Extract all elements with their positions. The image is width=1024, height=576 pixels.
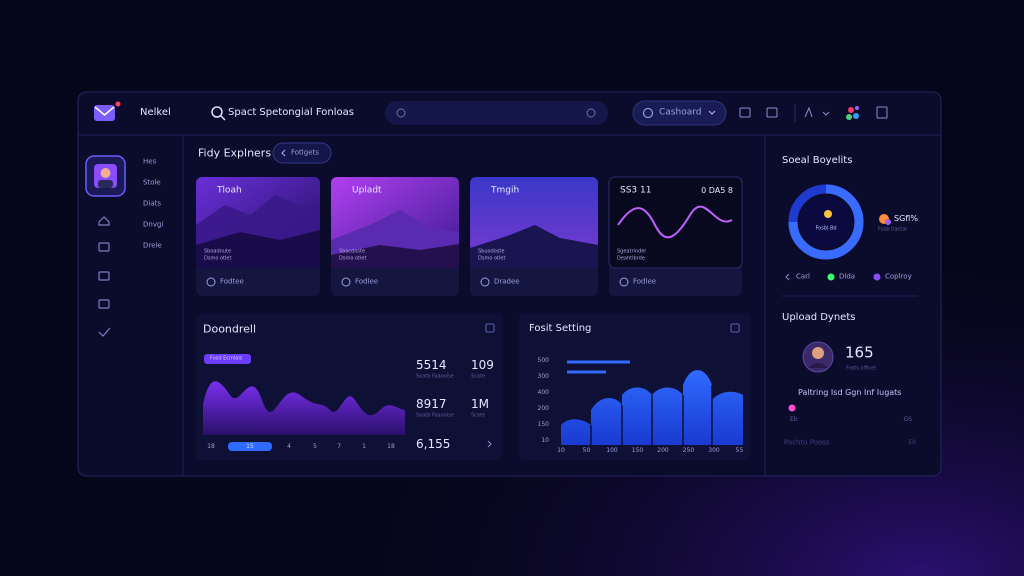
progress-label: Eb bbox=[790, 416, 798, 423]
x-label: 200 bbox=[657, 447, 669, 454]
footer: Eb bbox=[908, 439, 916, 446]
count-caption: Fosts officet bbox=[846, 365, 877, 372]
stat: 8917 bbox=[416, 397, 447, 411]
x-label: 1 bbox=[362, 443, 366, 450]
percent: SGfl% bbox=[894, 214, 918, 223]
stat-caption: Soatb Faaoolse bbox=[416, 412, 454, 419]
card-footer[interactable]: Dradee bbox=[494, 277, 520, 286]
x-label: 5 bbox=[313, 443, 317, 450]
stat: 5514 bbox=[416, 358, 447, 372]
card-caption: Sgeatrinder bbox=[617, 248, 647, 255]
panel-title: Doondrell bbox=[203, 322, 257, 336]
section-title: Fidy Explners bbox=[198, 146, 272, 160]
stat: 1M bbox=[471, 397, 489, 411]
footer: Pachto Pooss bbox=[784, 438, 830, 447]
x-label: 300 bbox=[708, 447, 720, 454]
card-footer[interactable]: Fodlee bbox=[633, 277, 657, 286]
card-title: SS3 11 bbox=[620, 185, 652, 196]
card-title: Tmgih bbox=[491, 185, 520, 196]
progress-label: Paltring Isd Ggn Inf Iugats bbox=[798, 388, 902, 397]
y-label: 400 bbox=[537, 389, 549, 396]
card-caption: Dsmo otlet bbox=[204, 255, 232, 262]
y-label: 300 bbox=[537, 373, 549, 380]
y-label: 10 bbox=[541, 437, 549, 444]
progress-label: GS bbox=[903, 416, 912, 423]
card-footer[interactable]: Fodlee bbox=[355, 277, 379, 286]
x-label: 18 bbox=[387, 443, 395, 450]
stat-caption: Scate bbox=[471, 412, 486, 419]
tab[interactable]: Fotlgets bbox=[291, 148, 319, 157]
percent-caption: Fosb tlactar bbox=[878, 226, 908, 233]
x-label: 7 bbox=[337, 443, 341, 450]
nav-item[interactable]: Diats bbox=[143, 199, 162, 208]
card-caption: Sbuodoste bbox=[478, 248, 505, 255]
card-title: Upladt bbox=[352, 185, 382, 196]
legend: Carl bbox=[796, 272, 810, 281]
count: 165 bbox=[845, 343, 874, 362]
brand: Nelkel bbox=[140, 107, 171, 118]
x-label: 50 bbox=[582, 447, 591, 454]
nav-item[interactable]: Drele bbox=[143, 241, 162, 250]
stat-caption: Scate bbox=[471, 373, 486, 380]
card-caption: Deahtlbrde bbox=[617, 255, 645, 262]
panel-title: Upload Dynets bbox=[782, 312, 856, 323]
search-label[interactable]: Spact Spetongial Fonloas bbox=[228, 107, 354, 118]
x-label: 250 bbox=[682, 447, 695, 454]
x-label: 150 bbox=[631, 447, 644, 454]
nav-item[interactable]: Hes bbox=[143, 157, 157, 166]
x-label: 10 bbox=[557, 447, 565, 454]
y-label: 200 bbox=[537, 405, 549, 412]
panel-title: Fosit Setting bbox=[529, 323, 592, 334]
card-caption: Sbacdoste bbox=[339, 248, 366, 255]
legend: Coplroy bbox=[885, 272, 912, 281]
y-label: 500 bbox=[537, 357, 549, 364]
x-label: 4 bbox=[287, 443, 291, 450]
card-caption: Sboadnute bbox=[204, 248, 232, 255]
stat: 109 bbox=[471, 358, 494, 372]
x-label: 55 bbox=[735, 447, 744, 454]
nav-item[interactable]: Dnvgi bbox=[143, 220, 164, 229]
card-caption: Dsmo otlet bbox=[478, 255, 506, 262]
nav-item[interactable]: Stole bbox=[143, 178, 161, 187]
donut-label: Fosbl Bd bbox=[815, 225, 837, 232]
y-label: 150 bbox=[537, 421, 549, 428]
chip: Fosd Ecmlais bbox=[210, 355, 243, 362]
legend: Dlda bbox=[839, 272, 856, 281]
card-caption: Dsmo otlet bbox=[339, 255, 367, 262]
stat: 6,155 bbox=[416, 437, 451, 451]
card-footer[interactable]: Fodtee bbox=[220, 277, 244, 286]
x-label: 100 bbox=[606, 447, 618, 454]
x-label: 15 bbox=[246, 443, 254, 450]
card-title: 0 DA5 8 bbox=[701, 186, 733, 195]
x-label: 18 bbox=[207, 443, 215, 450]
dropdown[interactable]: Cashoard bbox=[659, 107, 702, 118]
panel-title: Soeal Boyelits bbox=[782, 155, 853, 166]
card-title: Tloah bbox=[217, 185, 242, 196]
stat-caption: Soatb Faaoolse bbox=[416, 373, 454, 380]
